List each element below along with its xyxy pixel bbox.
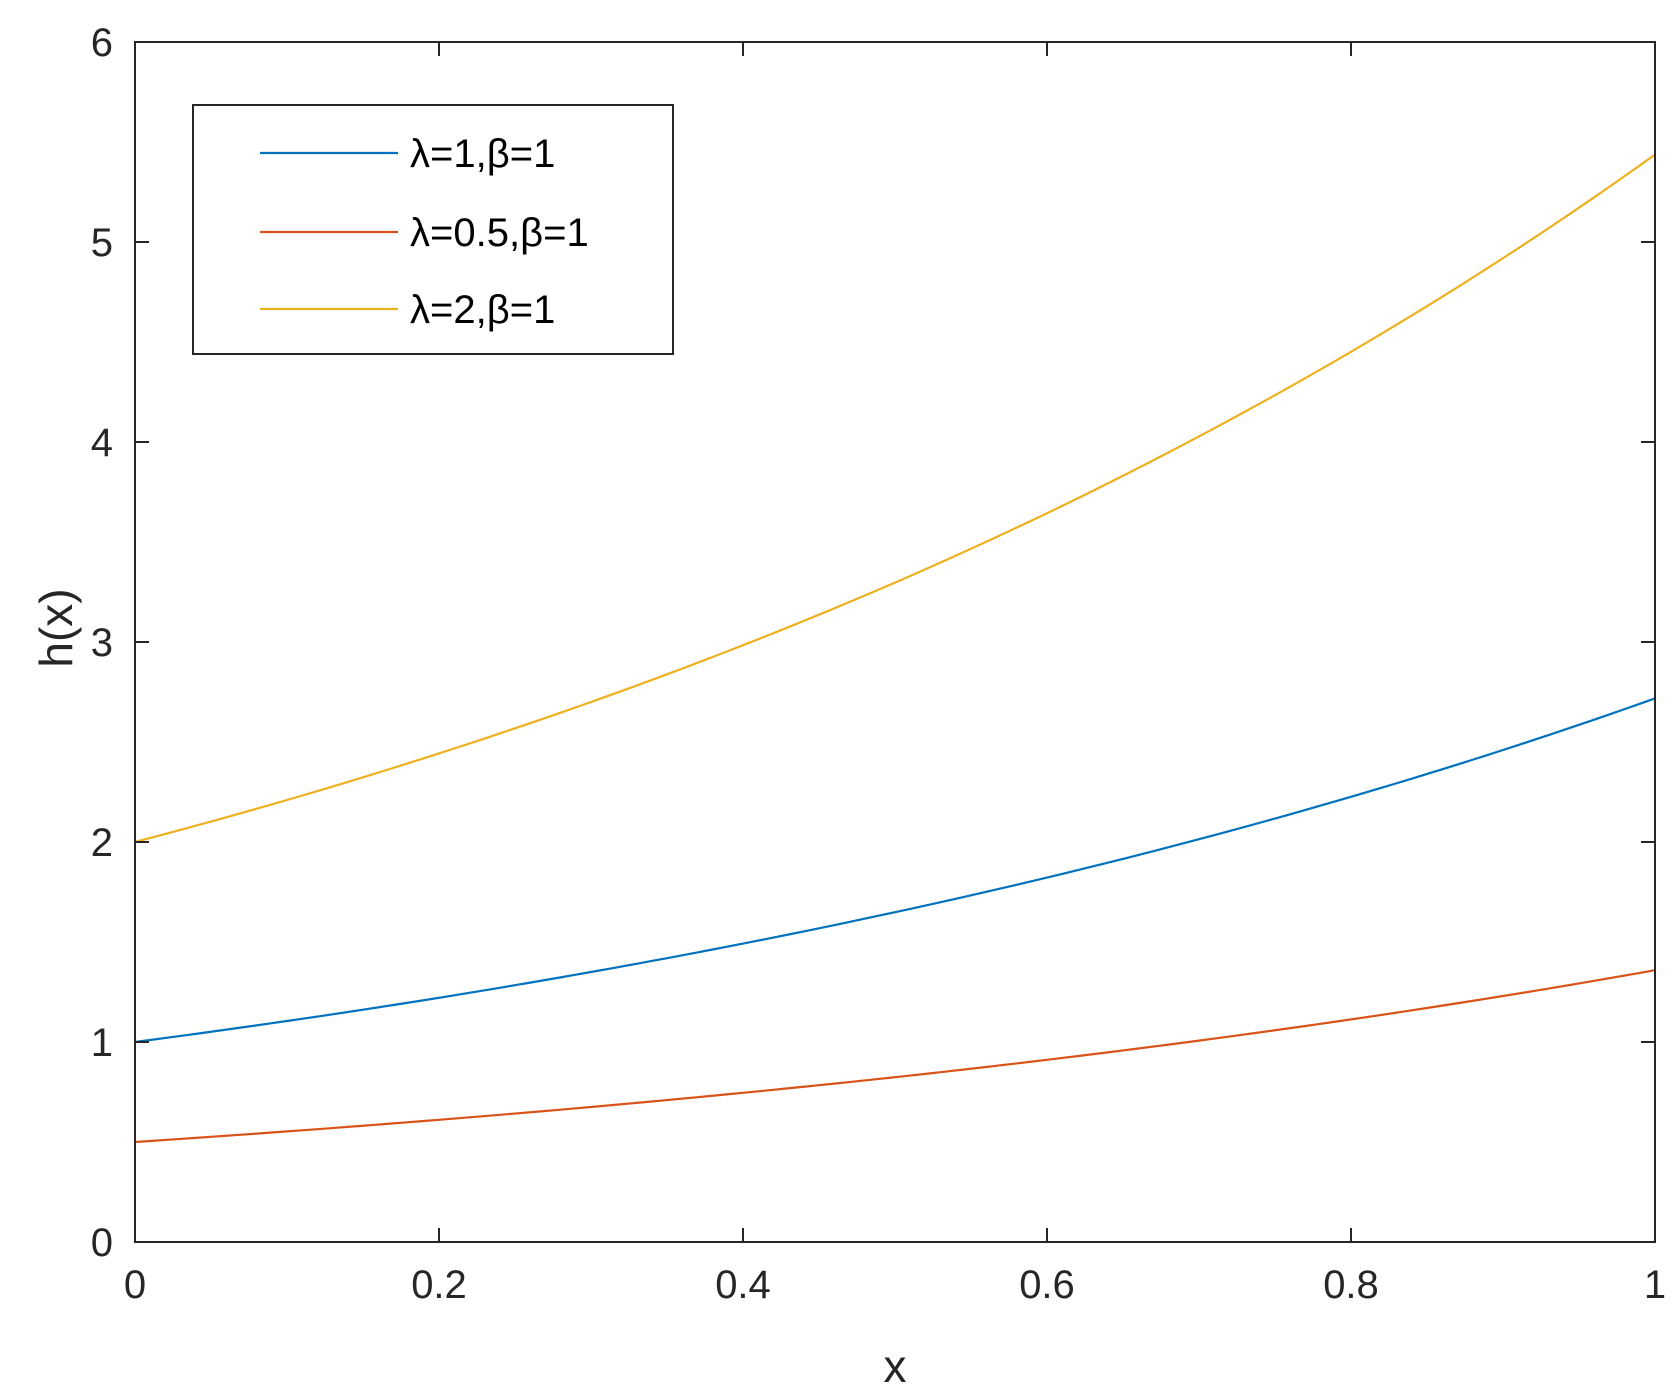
x-tick-label: 0.2: [411, 1263, 467, 1307]
x-tick-label: 0.8: [1323, 1263, 1379, 1307]
x-axis-label: x: [884, 1340, 907, 1392]
legend: λ=1,β=1 λ=0.5,β=1 λ=2,β=1: [192, 104, 674, 355]
y-tick-label: 6: [91, 21, 113, 65]
y-tick-label: 4: [91, 421, 113, 465]
legend-label-3: λ=2,β=1: [410, 288, 555, 332]
y-tick-label: 1: [91, 1021, 113, 1065]
y-tick-label: 2: [91, 821, 113, 865]
y-axis-label: h(x): [30, 588, 82, 667]
legend-box: [192, 104, 674, 355]
y-tick-label: 5: [91, 221, 113, 265]
ticks-layer: 0 0.2 0.4 0.6 0.8 1 0 1 2 3 4 5 6: [91, 21, 1666, 1307]
x-tick-label: 0: [124, 1263, 146, 1307]
x-tick-label: 0.6: [1019, 1263, 1075, 1307]
y-tick-label: 3: [91, 621, 113, 665]
y-tick-label: 0: [91, 1221, 113, 1265]
legend-label-1: λ=1,β=1: [410, 132, 555, 176]
legend-label-2: λ=0.5,β=1: [410, 211, 589, 255]
x-tick-label: 1: [1644, 1263, 1666, 1307]
series-line-1: [134, 697, 1656, 1044]
series-line-3: [134, 153, 1656, 844]
series-line-2: [134, 969, 1656, 1144]
series-layer: [134, 153, 1656, 1144]
x-tick-label: 0.4: [715, 1263, 771, 1307]
